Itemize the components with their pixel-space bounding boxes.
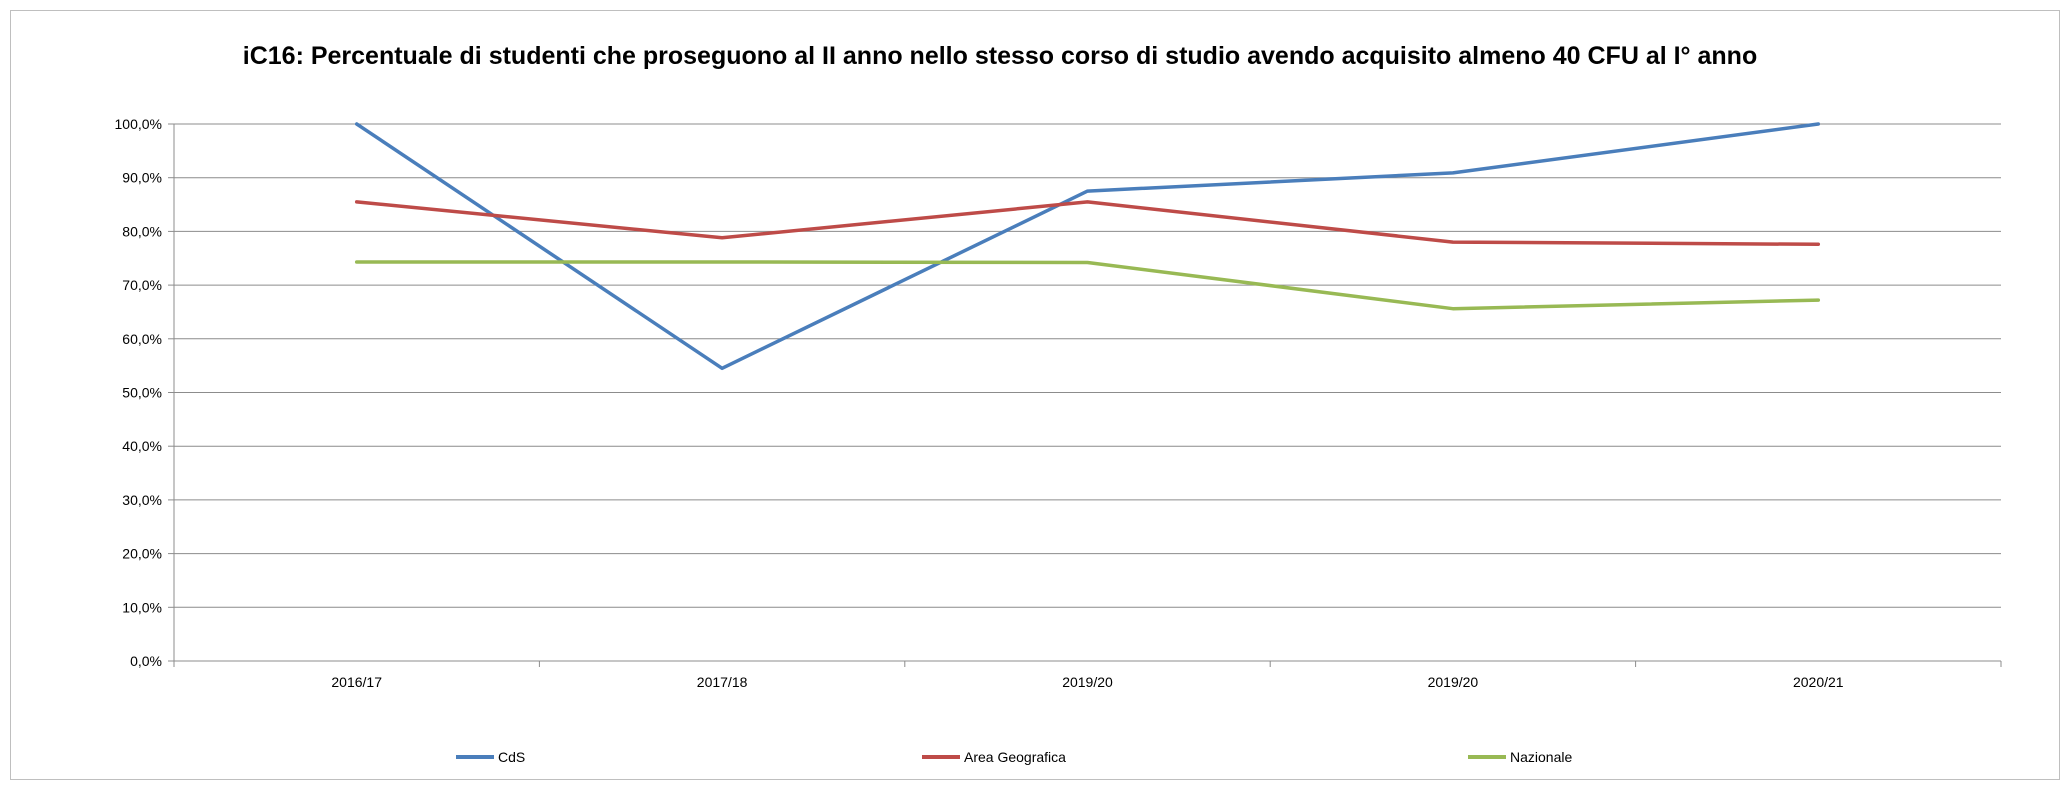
legend-item: Area Geografica — [922, 745, 1066, 769]
legend-item: Nazionale — [1468, 745, 1572, 769]
legend-swatch — [1468, 755, 1506, 759]
legend-label: CdS — [498, 749, 526, 765]
y-tick-label: 30,0% — [122, 492, 162, 508]
y-tick-label: 40,0% — [122, 438, 162, 454]
y-tick-label: 70,0% — [122, 277, 162, 293]
y-tick-label: 90,0% — [122, 170, 162, 186]
y-tick-label: 100,0% — [115, 116, 162, 132]
legend-swatch — [456, 755, 494, 759]
x-tick-label: 2016/17 — [331, 674, 382, 690]
series-line-area-geografica — [354, 200, 1821, 247]
legend-label: Nazionale — [1510, 749, 1573, 765]
y-tick-label: 60,0% — [122, 331, 162, 347]
y-tick-label: 0,0% — [130, 653, 162, 669]
y-tick-label: 50,0% — [122, 385, 162, 401]
y-tick-label: 20,0% — [122, 546, 162, 562]
series-line-nazionale — [354, 260, 1821, 311]
x-tick-label: 2020/21 — [1793, 674, 1844, 690]
gridlines — [174, 123, 2001, 608]
legend: CdS Area Geografica Nazionale — [0, 745, 2071, 769]
y-tick-label: 10,0% — [122, 599, 162, 615]
chart-title: iC16: Percentuale di studenti che proseg… — [242, 42, 1758, 70]
y-tick-label: 80,0% — [122, 223, 162, 239]
x-tick-label: 2019/20 — [1428, 674, 1479, 690]
x-tick-label: 2019/20 — [1062, 674, 1113, 690]
legend-label: Area Geografica — [964, 749, 1066, 765]
series-line-cds — [354, 122, 1821, 371]
x-tick-label: 2017/18 — [697, 674, 748, 690]
axes: 0,0% 10,0% 20,0% 30,0% 40,0% 50,0% 60,0% 70,0% 8… — [115, 116, 2002, 690]
legend-swatch — [922, 755, 960, 759]
legend-item: CdS — [456, 745, 525, 769]
series-lines — [354, 122, 1821, 371]
